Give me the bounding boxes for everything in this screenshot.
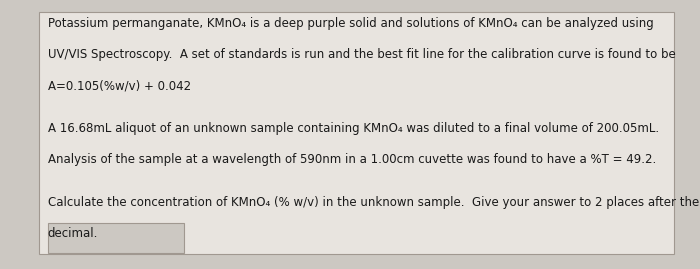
Text: UV/VIS Spectroscopy.  A set of standards is run and the best fit line for the ca: UV/VIS Spectroscopy. A set of standards … <box>48 48 676 61</box>
FancyBboxPatch shape <box>38 12 674 254</box>
Text: Analysis of the sample at a wavelength of 590nm in a 1.00cm cuvette was found to: Analysis of the sample at a wavelength o… <box>48 153 656 166</box>
Text: decimal.: decimal. <box>48 227 98 240</box>
Text: Potassium permanganate, KMnO₄ is a deep purple solid and solutions of KMnO₄ can : Potassium permanganate, KMnO₄ is a deep … <box>48 17 653 30</box>
Text: A=0.105(%w/v) + 0.042: A=0.105(%w/v) + 0.042 <box>48 79 190 92</box>
Text: Calculate the concentration of KMnO₄ (% w/v) in the unknown sample.  Give your a: Calculate the concentration of KMnO₄ (% … <box>48 196 699 209</box>
FancyBboxPatch shape <box>48 223 184 253</box>
Text: A 16.68mL aliquot of an unknown sample containing KMnO₄ was diluted to a final v: A 16.68mL aliquot of an unknown sample c… <box>48 122 659 135</box>
